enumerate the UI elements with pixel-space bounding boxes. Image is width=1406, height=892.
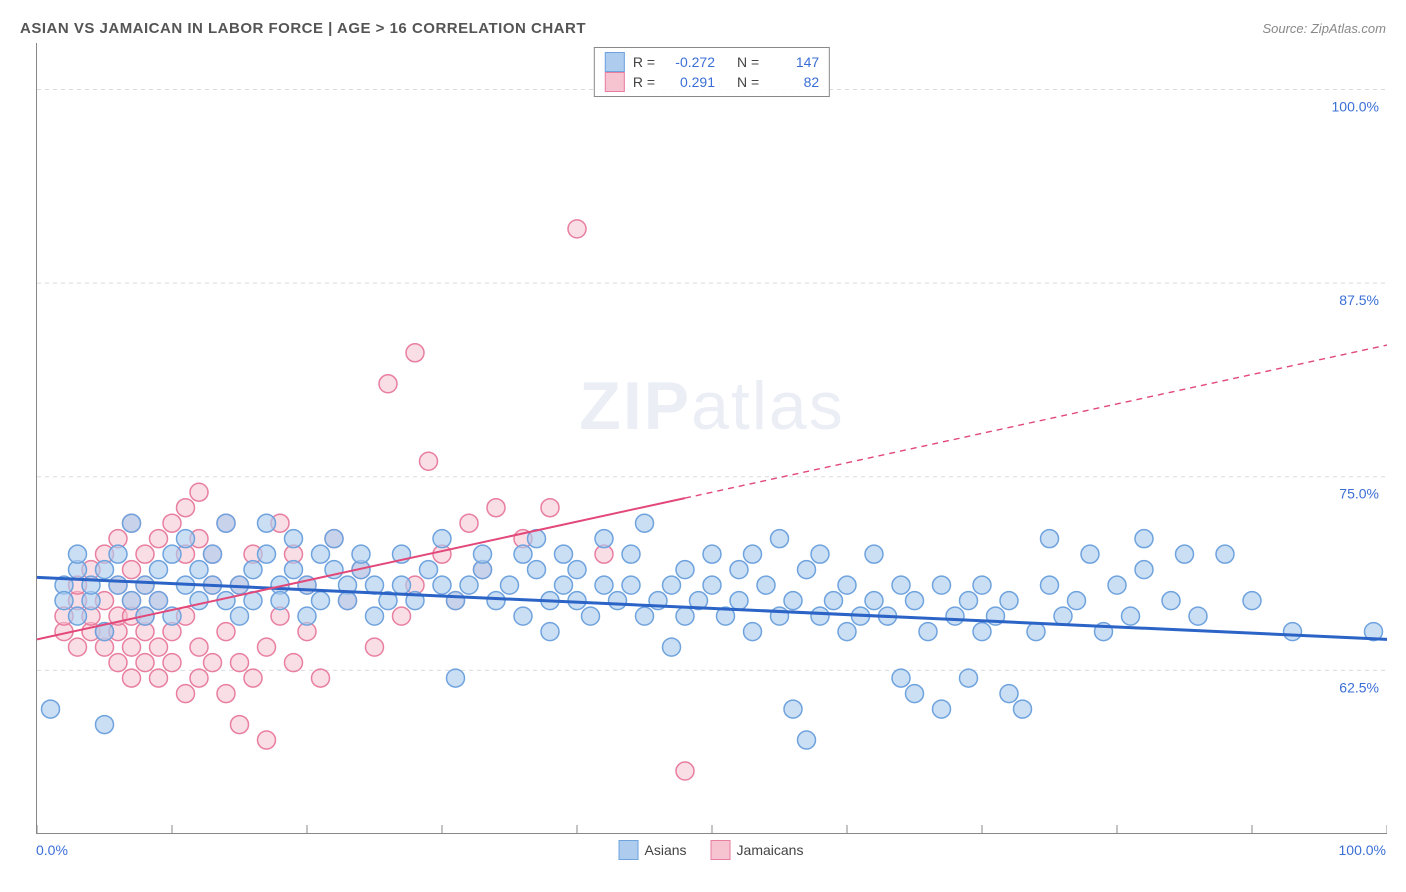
svg-text:62.5%: 62.5% bbox=[1339, 679, 1379, 695]
plot-area: 62.5% 75.0% 87.5% 100.0% bbox=[37, 43, 1387, 833]
legend-swatch bbox=[605, 72, 625, 92]
legend-label: Jamaicans bbox=[737, 842, 804, 858]
legend-swatch bbox=[711, 840, 731, 860]
source-credit: Source: ZipAtlas.com bbox=[1262, 21, 1386, 36]
svg-text:75.0%: 75.0% bbox=[1339, 486, 1379, 502]
legend-row: R =-0.272N =147 bbox=[605, 52, 819, 72]
legend-swatch bbox=[605, 52, 625, 72]
scatter-chart: 62.5%75.0%87.5%100.0% ZIPatlas R =-0.272… bbox=[36, 43, 1387, 834]
x-axis-min: 0.0% bbox=[36, 842, 68, 858]
correlation-legend: R =-0.272N =147R =0.291N =82 bbox=[594, 47, 830, 97]
x-axis-max: 100.0% bbox=[1339, 842, 1386, 858]
legend-row: R =0.291N =82 bbox=[605, 72, 819, 92]
series-legend: Asians Jamaicans bbox=[619, 840, 804, 860]
svg-text:87.5%: 87.5% bbox=[1339, 292, 1379, 308]
legend-item: Asians bbox=[619, 840, 687, 860]
legend-label: Asians bbox=[645, 842, 687, 858]
legend-swatch bbox=[619, 840, 639, 860]
chart-title: ASIAN VS JAMAICAN IN LABOR FORCE | AGE >… bbox=[20, 20, 586, 37]
legend-item: Jamaicans bbox=[711, 840, 804, 860]
svg-text:100.0%: 100.0% bbox=[1332, 98, 1379, 114]
